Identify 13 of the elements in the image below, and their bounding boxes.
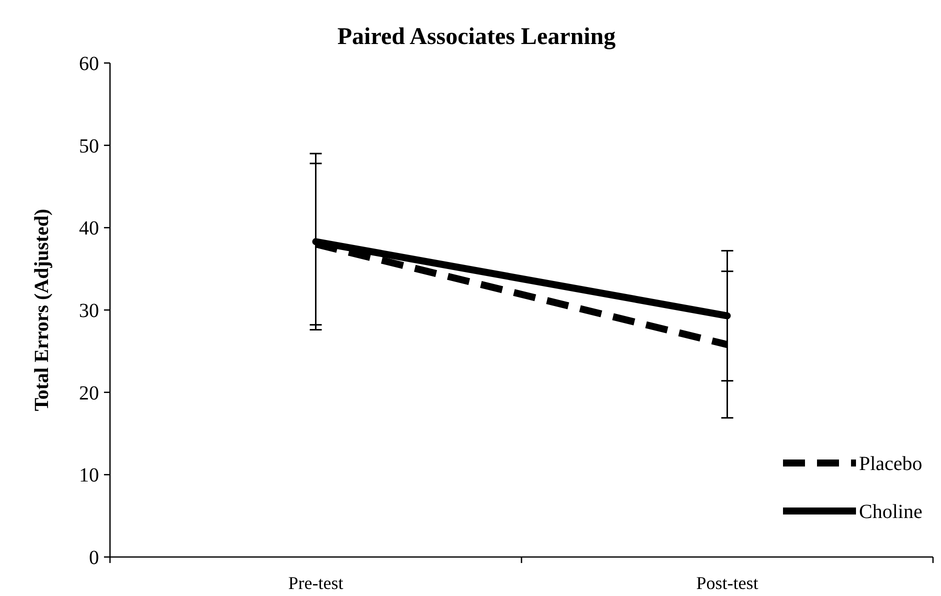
y-tick-label: 40 bbox=[79, 218, 99, 240]
chart-title: Paired Associates Learning bbox=[337, 24, 616, 50]
legend-label: Placebo bbox=[859, 453, 922, 475]
x-tick-label: Post-test bbox=[696, 573, 758, 593]
y-tick-label: 50 bbox=[79, 135, 99, 158]
x-tick-label: Pre-test bbox=[288, 573, 344, 593]
y-tick-label: 60 bbox=[79, 53, 99, 75]
y-tick-label: 30 bbox=[79, 300, 99, 322]
y-tick-label: 10 bbox=[79, 464, 99, 487]
y-tick-label: 0 bbox=[89, 547, 99, 569]
y-tick-label: 20 bbox=[79, 382, 99, 404]
legend-label: Choline bbox=[859, 501, 922, 523]
y-axis-title: Total Errors (Adjusted) bbox=[31, 208, 53, 412]
